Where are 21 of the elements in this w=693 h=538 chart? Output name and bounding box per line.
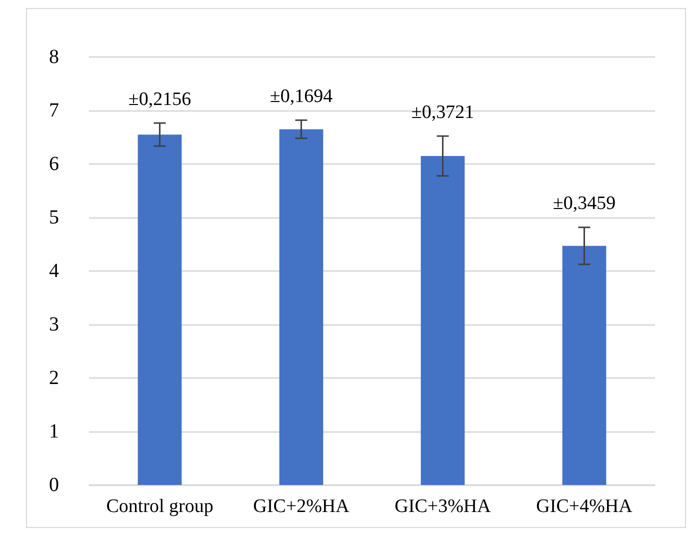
annotation: ±0,1694 (270, 86, 334, 108)
y-tick-label: 7 (49, 100, 59, 122)
y-tick-label: 1 (49, 420, 59, 442)
bar (420, 156, 465, 485)
bar (279, 129, 324, 485)
y-tick-label: 8 (49, 46, 59, 68)
y-tick-label: 5 (49, 206, 59, 228)
annotation: ±0,3721 (411, 102, 474, 124)
bar (562, 246, 606, 485)
bar (138, 134, 182, 485)
y-tick-label: 3 (49, 314, 59, 336)
x-tick-label: Control group (106, 496, 214, 517)
y-tick-label: 4 (49, 260, 59, 282)
x-tick-label: GIC+3%HA (394, 496, 492, 517)
y-tick-label: 0 (49, 474, 59, 496)
x-tick-label: GIC+2%HA (253, 496, 350, 517)
annotation: ±0,3459 (552, 193, 616, 214)
annotation: ±0,2156 (128, 88, 192, 110)
y-tick-label: 2 (49, 367, 59, 389)
y-tick-label: 6 (49, 153, 59, 175)
x-tick-label: GIC+4%HA (536, 496, 633, 517)
